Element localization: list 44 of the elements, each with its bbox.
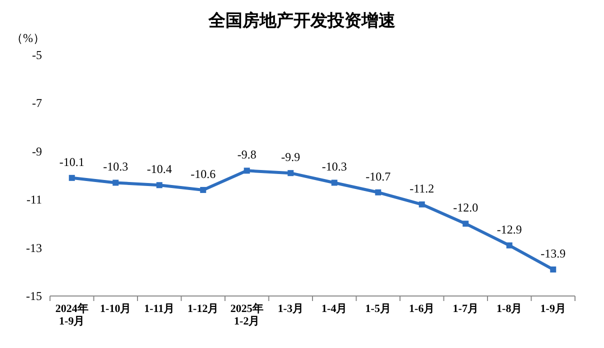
data-label: -10.6 [190, 166, 216, 181]
y-tick-label: -9 [32, 144, 42, 158]
point [550, 266, 556, 272]
data-label: -9.8 [237, 148, 256, 162]
point [200, 186, 206, 193]
data-label: -12.9 [496, 222, 522, 236]
y-tick-label: -11 [26, 192, 42, 207]
y-tick-label: -5 [32, 48, 42, 62]
point [288, 170, 294, 176]
data-label: -10.3 [103, 160, 128, 174]
point [244, 168, 250, 174]
data-label: -10.4 [146, 162, 172, 176]
point [156, 182, 162, 188]
data-label: -13.9 [540, 246, 566, 260]
x-tick-label: 1-8月 [496, 303, 522, 315]
point [418, 201, 425, 208]
x-tick-label: 1-11月 [144, 303, 175, 315]
point [462, 220, 469, 227]
x-tick-label: 1-6月 [409, 303, 435, 315]
point [375, 189, 382, 196]
x-tick-label: 1-5月 [365, 303, 391, 315]
data-label: -10.1 [59, 154, 84, 169]
point [506, 242, 512, 248]
data-label: -10.7 [366, 169, 391, 184]
x-tick-label: 1-4月 [322, 303, 348, 315]
data-label: -10.3 [322, 160, 347, 174]
x-tick-label: 1-9月 [540, 303, 566, 315]
data-label: -9.9 [281, 150, 300, 164]
x-tick-label: 2025年 1-2月 [230, 302, 264, 328]
y-tick-label: -13 [26, 240, 42, 255]
chart-title: 全国房地产开发投资增速 [208, 11, 396, 30]
x-tick-label: 1-7月 [452, 303, 478, 315]
x-tick-label: 1-10月 [100, 303, 132, 315]
data-label: -12.0 [453, 200, 478, 215]
x-tick-label: 2024年 1-9月 [55, 302, 88, 328]
point [112, 180, 119, 186]
x-tick-label: 1-12月 [188, 303, 219, 315]
y-tick-label: -15 [26, 289, 42, 303]
x-tick-label: 1-3月 [278, 303, 304, 315]
data-label: -11.2 [410, 181, 434, 196]
y-axis-title: （%） [11, 31, 45, 45]
point [68, 174, 75, 181]
point [331, 180, 338, 186]
y-tick-label: -7 [32, 96, 42, 110]
